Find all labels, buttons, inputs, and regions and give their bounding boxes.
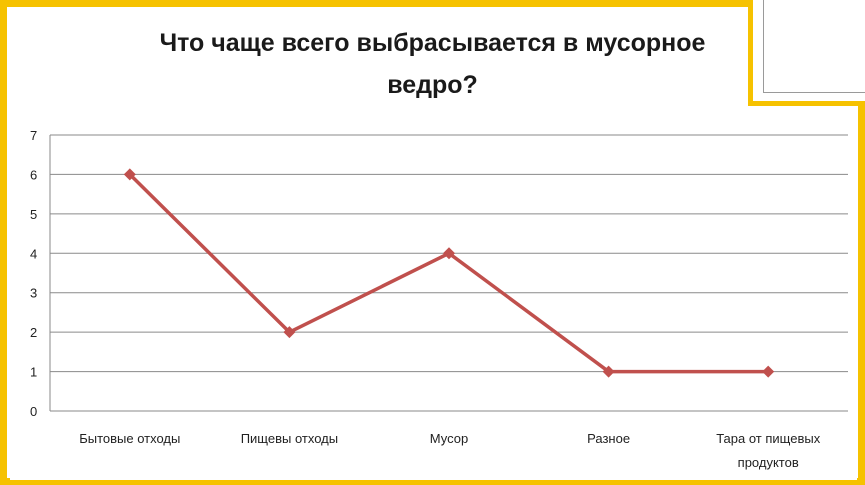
y-tick-label: 1 (30, 365, 37, 380)
y-tick-label: 2 (30, 325, 37, 340)
y-tick-label: 4 (30, 246, 37, 261)
x-tick-label: Мусор (430, 431, 468, 446)
chart-title-line-2: ведро? (387, 71, 478, 99)
overlay-box-inner (763, 0, 865, 93)
chart-title: Что чаще всего выбрасывается в мусорное … (0, 22, 865, 106)
slide-canvas (10, 10, 857, 480)
data-point (443, 247, 455, 260)
x-tick-label: Бытовые отходы (79, 431, 180, 446)
x-tick-label: Разное (587, 431, 630, 446)
chart-title-line-1: Что чаще всего выбрасывается в мусорное (159, 29, 706, 57)
y-tick-label: 7 (30, 128, 37, 143)
overlay-box (748, 0, 865, 106)
y-tick-label: 0 (30, 404, 37, 419)
data-point (602, 365, 615, 378)
y-tick-label: 3 (30, 286, 37, 301)
data-point (283, 326, 296, 339)
data-point (762, 365, 775, 378)
series-line (128, 173, 769, 374)
y-tick-label: 6 (30, 167, 37, 182)
x-tick-label: Тара от пищевых продуктов (716, 431, 821, 470)
y-tick-label: 5 (30, 207, 37, 222)
data-point (123, 168, 136, 181)
x-tick-label: Пищевы отходы (241, 431, 338, 446)
